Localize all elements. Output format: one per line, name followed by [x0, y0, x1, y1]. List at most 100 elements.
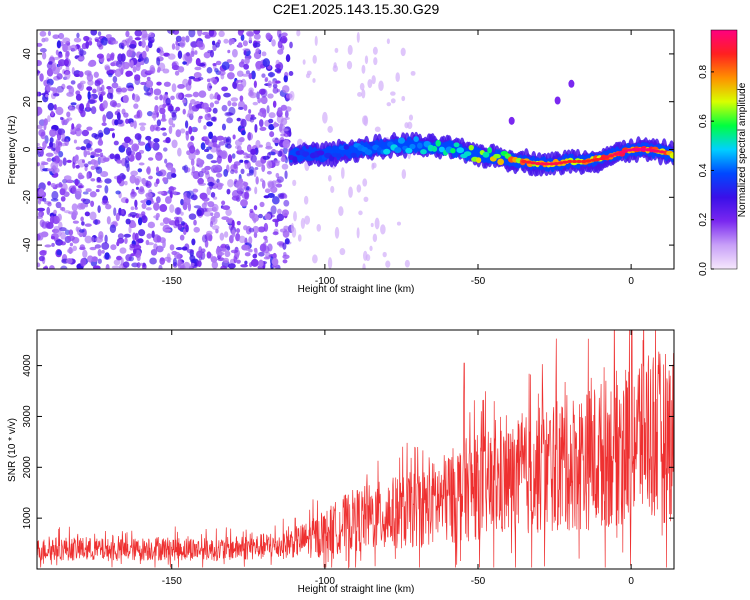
- noise-speckle: [231, 102, 238, 107]
- noise-speckle: [190, 40, 199, 48]
- noise-speckle: [264, 78, 268, 83]
- noise-speckle: [85, 188, 92, 193]
- noise-speckle: [332, 65, 338, 72]
- noise-speckle: [239, 95, 244, 102]
- noise-speckle: [156, 235, 162, 243]
- noise-speckle: [83, 149, 88, 158]
- noise-speckle: [106, 85, 112, 90]
- noise-speckle: [197, 76, 204, 81]
- noise-speckle: [100, 36, 108, 46]
- noise-speckle: [211, 40, 216, 46]
- noise-speckle: [282, 242, 287, 250]
- noise-speckle: [270, 205, 277, 215]
- noise-speckle: [372, 46, 378, 55]
- ridge-peak: [631, 147, 638, 152]
- noise-speckle: [117, 53, 123, 62]
- noise-speckle: [206, 78, 211, 83]
- noise-speckle: [81, 129, 90, 137]
- noise-speckle: [203, 136, 210, 141]
- noise-speckle: [78, 203, 86, 209]
- noise-speckle: [79, 244, 85, 250]
- noise-speckle: [267, 181, 275, 190]
- noise-speckle: [145, 45, 150, 52]
- noise-speckle: [244, 57, 250, 65]
- noise-speckle: [95, 236, 104, 243]
- noise-speckle: [94, 148, 103, 153]
- noise-speckle: [86, 102, 90, 111]
- noise-speckle: [196, 209, 202, 217]
- noise-speckle: [193, 128, 198, 132]
- noise-speckle: [255, 48, 261, 55]
- noise-speckle: [129, 174, 136, 184]
- noise-speckle: [204, 34, 211, 39]
- noise-speckle: [250, 114, 255, 118]
- noise-speckle: [266, 170, 272, 175]
- noise-speckle: [356, 227, 360, 239]
- noise-speckle: [264, 188, 271, 194]
- noise-speckle: [147, 40, 153, 49]
- noise-speckle: [217, 39, 221, 45]
- noise-speckle: [209, 93, 214, 100]
- noise-speckle: [60, 116, 64, 120]
- noise-speckle: [247, 145, 251, 152]
- noise-speckle: [304, 215, 311, 225]
- noise-speckle: [171, 123, 176, 128]
- noise-speckle: [180, 221, 186, 226]
- noise-speckle: [134, 206, 138, 210]
- noise-speckle: [363, 196, 369, 202]
- ridge-core: [468, 144, 474, 151]
- noise-speckle: [356, 31, 360, 43]
- noise-speckle: [86, 150, 90, 156]
- noise-speckle: [196, 157, 202, 164]
- noise-speckle: [288, 70, 294, 76]
- noise-speckle: [236, 145, 242, 152]
- noise-speckle: [64, 229, 70, 236]
- noise-speckle: [206, 153, 214, 160]
- noise-speckle: [77, 83, 82, 89]
- noise-speckle: [386, 102, 392, 107]
- noise-speckle: [206, 251, 212, 259]
- ridge-peak: [553, 162, 560, 166]
- noise-speckle: [364, 55, 369, 65]
- noise-speckle: [76, 32, 80, 39]
- noise-speckle: [237, 187, 242, 196]
- noise-speckle: [250, 258, 259, 267]
- noise-speckle: [94, 166, 100, 170]
- noise-speckle: [297, 234, 302, 242]
- noise-speckle: [163, 95, 168, 99]
- noise-speckle: [284, 110, 289, 118]
- noise-speckle: [192, 188, 199, 193]
- noise-speckle: [147, 242, 154, 246]
- noise-speckle: [147, 221, 156, 229]
- noise-speckle: [149, 141, 155, 149]
- noise-speckle: [204, 113, 212, 121]
- noise-speckle: [231, 229, 236, 238]
- noise-speckle: [408, 114, 414, 121]
- noise-speckle: [278, 33, 282, 42]
- noise-speckle: [171, 43, 176, 50]
- noise-speckle: [136, 110, 141, 118]
- noise-speckle: [168, 220, 177, 226]
- ridge-core: [369, 141, 376, 147]
- noise-speckle: [293, 210, 297, 222]
- noise-speckle: [237, 42, 243, 48]
- noise-speckle: [105, 263, 110, 269]
- noise-speckle: [167, 165, 174, 171]
- noise-speckle: [174, 207, 182, 215]
- noise-speckle: [159, 204, 168, 213]
- colorbar-tick-label: 0.0: [698, 262, 709, 276]
- noise-speckle: [221, 123, 227, 131]
- noise-speckle: [218, 30, 225, 38]
- noise-speckle: [209, 221, 214, 228]
- noise-speckle: [216, 145, 221, 153]
- noise-speckle: [165, 97, 171, 106]
- noise-speckle: [230, 169, 235, 175]
- noise-speckle: [260, 96, 268, 105]
- noise-speckle: [245, 70, 250, 75]
- noise-speckle: [134, 74, 141, 81]
- noise-speckle: [59, 188, 66, 196]
- noise-speckle: [230, 249, 239, 254]
- noise-speckle: [224, 111, 233, 117]
- noise-speckle: [230, 97, 239, 102]
- x-tick-label: -100: [315, 576, 335, 587]
